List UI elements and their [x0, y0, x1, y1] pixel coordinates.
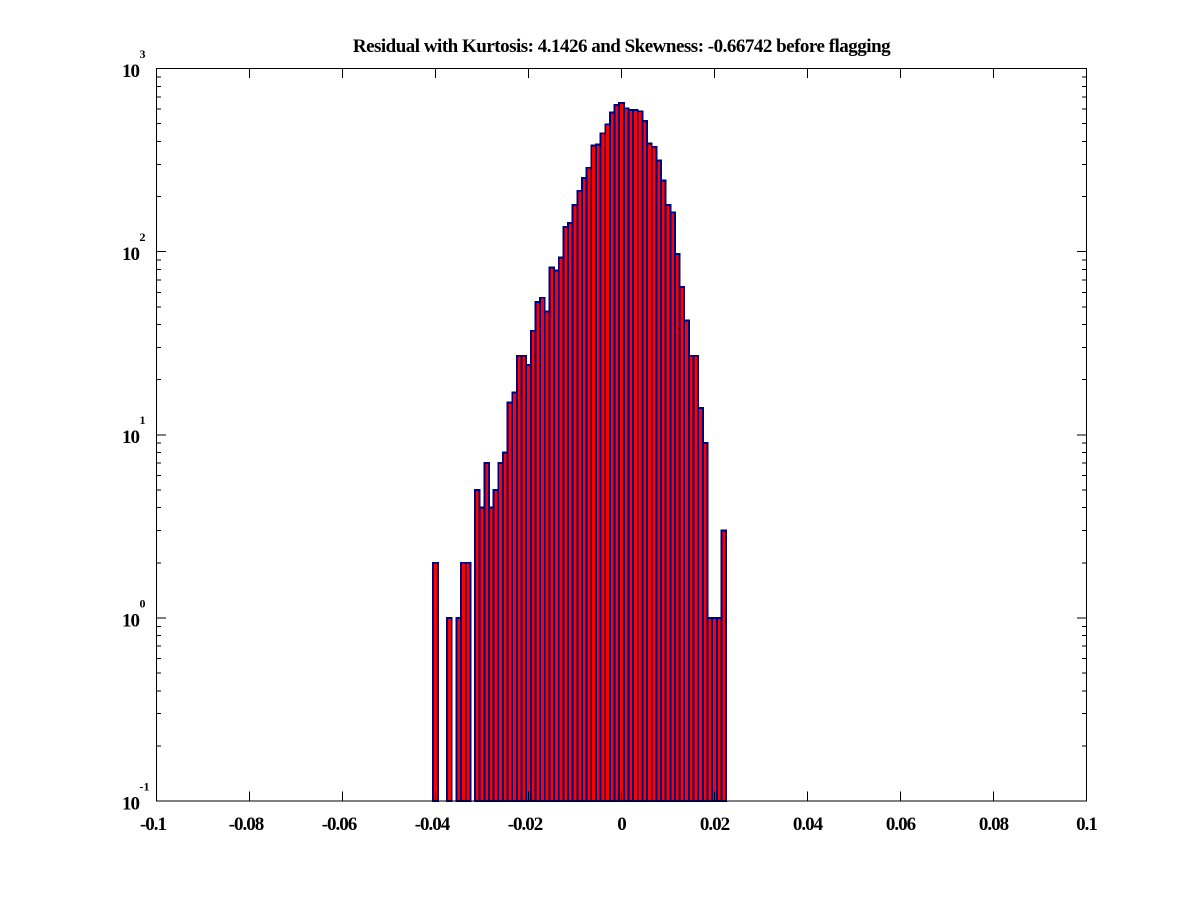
svg-text:10: 10: [122, 427, 140, 448]
svg-text:-0.02: -0.02: [508, 814, 543, 835]
svg-text:-0.1: -0.1: [140, 814, 167, 835]
svg-text:0.1: 0.1: [1076, 814, 1097, 835]
svg-text:10: 10: [122, 610, 140, 631]
svg-text:0.08: 0.08: [979, 814, 1009, 835]
svg-text:0: 0: [617, 814, 626, 835]
svg-text:2: 2: [140, 230, 146, 244]
svg-text:1: 1: [140, 413, 146, 427]
svg-text:-0.08: -0.08: [229, 814, 264, 835]
svg-text:10: 10: [122, 794, 140, 815]
svg-text:-0.06: -0.06: [322, 814, 357, 835]
svg-text:10: 10: [122, 61, 140, 82]
svg-text:10: 10: [122, 244, 140, 265]
svg-text:Residual with Kurtosis: 4.1426: Residual with Kurtosis: 4.1426 and Skewn…: [353, 36, 891, 57]
svg-text:0.02: 0.02: [700, 814, 730, 835]
svg-text:-1: -1: [140, 780, 150, 794]
svg-text:-0.04: -0.04: [415, 814, 451, 835]
svg-text:0.06: 0.06: [886, 814, 916, 835]
svg-text:0.04: 0.04: [793, 814, 824, 835]
svg-text:3: 3: [140, 47, 146, 61]
svg-text:0: 0: [140, 596, 146, 610]
